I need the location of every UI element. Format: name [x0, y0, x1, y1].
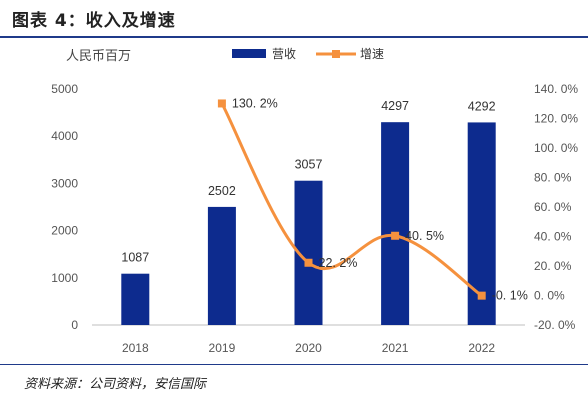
revenue-bar-label: 4292 [468, 99, 496, 113]
growth-line-series [217, 99, 486, 300]
right-tick-label: 120. 0% [534, 112, 578, 126]
x-axis-ticks: 2018 2019 2020 2021 2022 [122, 341, 495, 355]
growth-point [304, 258, 313, 267]
revenue-growth-chart: 人民币百万 营收 增速 0 1000 2000 3000 4000 5000 -20. 0%… [51, 47, 578, 355]
revenue-bar [207, 206, 236, 325]
right-tick-label: 0. 0% [534, 289, 565, 303]
x-tick-label: 2022 [468, 341, 495, 355]
legend-swatch-marker [332, 50, 340, 58]
growth-data-label: 130. 2% [232, 96, 278, 110]
left-axis-ticks: 0 1000 2000 3000 4000 5000 [51, 82, 78, 332]
right-tick-label: 80. 0% [534, 171, 572, 185]
growth-point [391, 231, 400, 240]
right-tick-label: 40. 0% [534, 230, 572, 244]
right-tick-label: -20. 0% [534, 318, 576, 332]
growth-data-label: 40. 5% [405, 229, 444, 243]
source-note: 资料来源：公司资料，安信国际 [24, 377, 207, 392]
revenue-bars [121, 122, 496, 325]
right-tick-label: 140. 0% [534, 82, 578, 96]
legend: 营收 增速 [232, 47, 384, 61]
legend-label-growth: 增速 [360, 47, 384, 61]
right-tick-label: 20. 0% [534, 259, 572, 273]
growth-line [220, 102, 483, 297]
revenue-bar-label: 3057 [295, 158, 323, 172]
right-tick-label: 100. 0% [534, 141, 578, 155]
x-tick-label: 2018 [122, 341, 149, 355]
left-tick-label: 3000 [51, 176, 78, 190]
legend-swatch-bar [232, 49, 266, 58]
revenue-bar-label: 1087 [121, 251, 149, 265]
left-tick-label: 2000 [51, 224, 78, 238]
growth-data-label: 22. 2% [319, 256, 358, 270]
growth-data-label: -0. 1% [492, 289, 528, 303]
growth-point [217, 99, 226, 108]
revenue-bar [467, 122, 496, 325]
x-tick-label: 2020 [295, 341, 322, 355]
growth-data-labels: 130. 2% 22. 2% 40. 5% -0. 1% [232, 96, 528, 302]
figure-title: 图表 4：收入及增速 [12, 11, 176, 31]
title-rule [0, 36, 588, 38]
left-tick-label: 5000 [51, 82, 78, 96]
right-tick-label: 60. 0% [534, 200, 572, 214]
x-tick-label: 2019 [209, 341, 236, 355]
revenue-bar-label: 2502 [208, 184, 236, 198]
right-axis-ticks: -20. 0% 0. 0% 20. 0% 40. 0% 60. 0% 80. 0% 100.… [534, 82, 578, 332]
x-tick-label: 2021 [382, 341, 409, 355]
left-axis-unit: 人民币百万 [66, 49, 131, 64]
source-rule [0, 364, 588, 365]
growth-point [477, 291, 486, 300]
revenue-bar-label: 4297 [381, 99, 409, 113]
left-tick-label: 1000 [51, 271, 78, 285]
revenue-bar [121, 273, 150, 325]
left-tick-label: 0 [71, 318, 78, 332]
revenue-bar [381, 122, 410, 325]
left-tick-label: 4000 [51, 129, 78, 143]
revenue-bar-labels: 1087 2502 3057 4297 4292 [121, 99, 495, 265]
legend-label-revenue: 营收 [272, 47, 296, 61]
